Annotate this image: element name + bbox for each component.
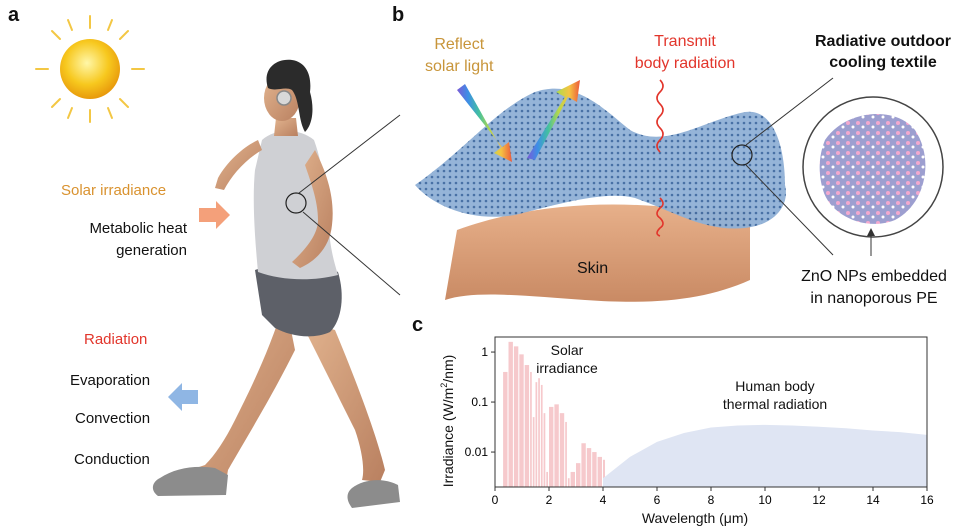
solar-bar — [559, 413, 565, 487]
sun-icon — [35, 15, 145, 123]
x-tick-label: 14 — [866, 493, 880, 507]
solar-bar — [570, 471, 575, 487]
chart-ticks: 0 2 4 6 8 10 12 14 16 1 0.1 0.01 — [465, 345, 934, 507]
solar-bar — [508, 341, 513, 487]
y-tick-label: 1 — [481, 345, 488, 359]
panel-b-illustration — [415, 77, 944, 302]
radiation-label: Radiation — [84, 331, 148, 348]
x-tick-label: 2 — [546, 493, 553, 507]
y-tick-label: 0.01 — [465, 445, 489, 459]
transmit-radiation-label: Transmit body radiation — [610, 31, 760, 74]
skin-block — [445, 204, 750, 302]
solar-bar — [565, 421, 567, 487]
zno-label: ZnO NPs embedded in nanoporous PE — [783, 266, 965, 309]
solar-bar — [576, 463, 581, 487]
x-tick-label: 0 — [492, 493, 499, 507]
solar-irradiance-series — [503, 341, 605, 487]
textile-title-line1: Radiative outdoor — [814, 33, 951, 50]
solar-bar — [543, 413, 546, 487]
solar-bar — [535, 382, 538, 487]
solar-bar — [603, 459, 605, 487]
y-tick-label: 0.1 — [471, 395, 488, 409]
zoom-line-top — [298, 114, 401, 194]
solar-bar — [513, 346, 519, 487]
chart-y-axis-label: Irradiance (W/m2/nm) — [439, 355, 456, 488]
chart-plot-area — [503, 341, 927, 487]
solar-bar — [540, 384, 543, 487]
solar-irradiance-label: Solar irradiance — [61, 182, 167, 199]
x-tick-label: 16 — [920, 493, 934, 507]
panel-letter-c: c — [412, 314, 424, 336]
chart-x-axis-label: Wavelength (μm) — [642, 510, 748, 526]
solar-bar — [554, 404, 559, 487]
solar-bar — [538, 378, 540, 487]
body-radiation-series — [603, 424, 927, 487]
metabolic-heat-label-line2: generation — [116, 242, 187, 260]
solar-bar — [530, 371, 532, 487]
zoom-line-bottom — [302, 211, 401, 296]
reflected-light-arrow-icon — [527, 80, 580, 160]
x-tick-label: 10 — [758, 493, 772, 507]
panel-a-illustration — [35, 15, 401, 508]
solar-bar — [592, 452, 597, 487]
reflect-solar-label-line1: Reflect — [434, 36, 485, 53]
incoming-light-arrow-icon — [457, 84, 512, 162]
solar-bar — [567, 478, 570, 487]
zoom-circle-a — [285, 192, 307, 214]
solar-bar — [586, 448, 592, 487]
solar-bar — [581, 443, 586, 487]
panel-letter-b: b — [392, 4, 405, 26]
body-radiation-wave-top — [656, 79, 664, 153]
skin-label: Skin — [577, 260, 609, 277]
transmit-radiation-label-line1: Transmit — [654, 33, 716, 50]
metabolic-heat-label: Metabolic heat generation — [75, 219, 187, 262]
transmit-radiation-label-line2: body radiation — [634, 54, 736, 72]
solar-bar — [532, 417, 535, 487]
x-tick-label: 12 — [812, 493, 826, 507]
solar-annotation-line1: Solar — [551, 342, 584, 358]
convection-label: Convection — [75, 410, 151, 427]
body-annotation-line1: Human body — [735, 378, 814, 394]
textile-sheet — [415, 88, 786, 229]
solar-bar — [503, 371, 508, 487]
x-tick-label: 6 — [654, 493, 661, 507]
body-annotation-line2: thermal radiation — [723, 396, 827, 412]
heat-loss-arrow-icon — [168, 383, 198, 411]
conduction-label: Conduction — [74, 451, 150, 468]
x-tick-label: 4 — [600, 493, 607, 507]
solar-bar — [549, 406, 554, 487]
solar-bar — [597, 456, 602, 487]
irradiance-chart: 0 2 4 6 8 10 12 14 16 1 0.1 0.01 Solar irradiance H… — [439, 336, 934, 526]
solar-bar — [519, 354, 524, 487]
zoom-circle-b — [731, 144, 753, 166]
evaporation-label: Evaporation — [70, 372, 151, 389]
runner-figure — [152, 59, 400, 508]
metabolic-heat-label-line1: Metabolic heat — [89, 220, 187, 237]
chart-frame — [494, 336, 928, 488]
solar-bar — [524, 365, 530, 487]
solar-annotation-line2: irradiance — [536, 360, 598, 376]
textile-title: Radiative outdoor cooling textile — [798, 32, 965, 74]
body-radiation-wave-bottom — [656, 197, 664, 237]
x-tick-label: 8 — [708, 493, 715, 507]
solar-bar — [546, 471, 548, 487]
textile-title-line2: cooling textile — [829, 53, 937, 71]
reflect-solar-label: Reflect solar light — [425, 34, 493, 77]
solar-heat-arrow-icon — [199, 201, 230, 229]
panel-letter-a: a — [8, 4, 20, 26]
reflect-solar-label-line2: solar light — [425, 57, 494, 75]
zno-label-line1: ZnO NPs embedded — [801, 268, 947, 285]
zno-label-line2: in nanoporous PE — [810, 289, 938, 307]
